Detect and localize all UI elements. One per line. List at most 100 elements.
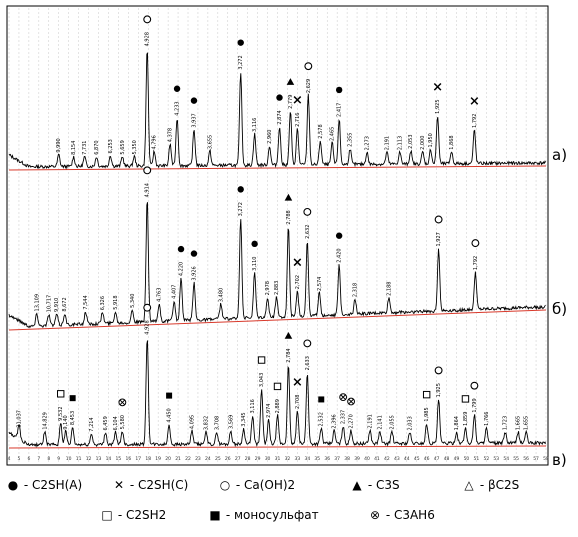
phase-marker-c2s <box>284 193 293 201</box>
peak-d-label: 4,220 <box>179 262 185 276</box>
peak-d-label: 2,974 <box>266 404 272 418</box>
phase-marker-c2sh2 <box>57 390 65 398</box>
peak-d-label: 2,270 <box>349 414 355 428</box>
x-tick-label: 47 <box>434 456 440 462</box>
legend-label: - Ca(OH)2 <box>232 478 296 492</box>
x-tick-label: 27 <box>235 456 241 462</box>
legend-symbol-icon: ● <box>7 478 19 492</box>
peak-d-label: 7,544 <box>83 295 89 309</box>
legend-item-bc2s: △ - βC2S <box>462 478 519 492</box>
peak-d-label: 2,000 <box>420 136 426 150</box>
peak-d-label: 7,731 <box>82 141 88 155</box>
x-tick-label: 26 <box>225 456 231 462</box>
peak-d-label: 4,450 <box>167 408 173 422</box>
legend-symbol-icon: ✕ <box>113 478 125 492</box>
peak-d-label: 3,708 <box>214 416 220 430</box>
peak-d-label: 2,141 <box>377 415 383 429</box>
x-tick-label: 53 <box>493 456 499 462</box>
phase-marker-mono <box>166 392 173 399</box>
x-tick-label: 10 <box>66 456 72 462</box>
peak-d-label: 4,928 <box>145 32 151 46</box>
peak-d-label: 2,396 <box>332 414 338 428</box>
peak-d-label: 1,792 <box>473 256 479 270</box>
peak-d-label: 9,140 <box>63 415 69 429</box>
legend-item-c2shc: ✕ - C2SH(C) <box>112 478 188 492</box>
peak-d-label: 3,937 <box>191 113 197 127</box>
x-tick-label: 35 <box>314 456 320 462</box>
peak-d-label: 3,480 <box>218 288 224 302</box>
peak-d-label: 2,788 <box>286 210 292 224</box>
peak-d-label: 9,910 <box>54 298 60 312</box>
peak-d-label: 1,864 <box>454 416 460 430</box>
phase-marker-c2shc <box>433 82 442 91</box>
x-tick-label: 16 <box>125 456 131 462</box>
phase-marker-ch <box>471 239 480 248</box>
legend-symbol-icon: □ <box>101 508 113 522</box>
peak-d-label: 4,763 <box>157 288 163 302</box>
peak-d-label: 2,420 <box>337 248 343 262</box>
x-tick-label: 43 <box>394 456 400 462</box>
x-tick-label: 41 <box>374 456 380 462</box>
peak-d-label: 5,918 <box>113 295 119 309</box>
legend-label: - βC2S <box>476 478 520 492</box>
background-baseline <box>8 445 547 449</box>
x-tick-label: 17 <box>135 456 141 462</box>
phase-marker-c3ah6 <box>339 393 348 402</box>
peak-d-label: 2,874 <box>277 110 283 124</box>
x-tick-label: 37 <box>334 456 340 462</box>
x-tick-label: 39 <box>354 456 360 462</box>
peak-d-label: 5,659 <box>120 140 126 154</box>
x-tick-label: 30 <box>265 456 271 462</box>
legend-label: - C3S <box>364 478 400 492</box>
cross-stroke <box>293 258 302 267</box>
x-tick-label: 6 <box>27 456 30 462</box>
phase-marker-c3ah6 <box>118 398 127 407</box>
peak-d-label: 1,799 <box>472 398 478 412</box>
legend-item-mono: ■ - моносульфат <box>208 508 318 522</box>
background-baseline <box>8 165 547 171</box>
phase-marker-c2sh2 <box>422 390 431 399</box>
peak-d-label: 6,326 <box>100 296 106 310</box>
x-tick-label: 38 <box>344 456 350 462</box>
peak-d-label: 2,355 <box>348 133 354 147</box>
legend-item-ch: ○ - Ca(OH)2 <box>218 478 295 492</box>
legend-item-c2sh2: □ - C2SH2 <box>100 508 166 522</box>
peak-d-label: 2,113 <box>397 136 403 150</box>
x-tick-label: 12 <box>86 456 92 462</box>
legend-symbol-icon: △ <box>464 478 474 492</box>
peak-d-label: 2,188 <box>386 282 392 296</box>
phase-marker-c3ah6 <box>347 397 355 406</box>
phase-marker-ch <box>434 215 443 224</box>
trace-2: 13,109 10,717 9,910 8,672 7,544 6,326 5,918 5,3… <box>8 166 547 331</box>
cross-stroke <box>348 398 354 405</box>
peak-d-label: 3,655 <box>207 135 213 149</box>
x-tick-label: 40 <box>364 456 370 462</box>
legend-row-2: □ - C2SH2 ■ - моносульфат ⊗ - C3AH6 <box>0 508 578 530</box>
phase-marker-ch <box>304 62 313 71</box>
cross-stroke <box>119 399 126 406</box>
phase-marker-c2sha <box>276 94 283 101</box>
peak-d-label: 3,345 <box>241 412 247 426</box>
peak-d-label: 6,870 <box>94 140 100 154</box>
diffraction-trace <box>8 52 547 170</box>
phase-marker-c2shc <box>293 258 302 267</box>
peak-d-label: 13,109 <box>34 294 40 312</box>
peak-d-label: 1,868 <box>449 135 455 149</box>
phase-marker-c2sha <box>335 86 343 94</box>
peak-d-label: 5,350 <box>132 140 138 154</box>
x-tick-label: 20 <box>165 456 171 462</box>
diffraction-trace <box>8 340 547 448</box>
cross-stroke <box>470 97 479 105</box>
background-baseline <box>8 309 547 331</box>
peak-d-label: 21,037 <box>16 410 22 428</box>
x-tick-label: 13 <box>96 456 102 462</box>
peak-d-label: 4,095 <box>189 415 195 429</box>
phase-marker-c2sha <box>173 85 181 92</box>
peak-d-label: 1,655 <box>524 416 530 430</box>
x-tick-label: 46 <box>424 456 430 462</box>
trace-label-a: а) <box>552 146 568 164</box>
x-tick-label: 11 <box>76 456 82 462</box>
peak-d-label: 3,043 <box>259 373 265 387</box>
peak-d-label: 6,104 <box>113 416 119 430</box>
trace-label-c: в) <box>552 451 567 469</box>
